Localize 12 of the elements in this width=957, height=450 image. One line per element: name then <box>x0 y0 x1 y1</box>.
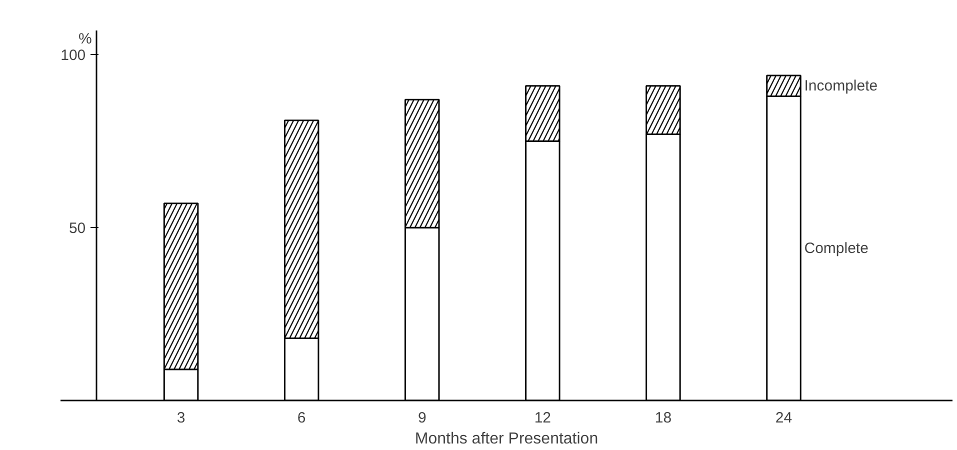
y-axis-title: % <box>78 30 92 48</box>
x-tick-label: 18 <box>654 410 672 426</box>
series-label: Incomplete <box>804 77 878 94</box>
x-tick-label: 12 <box>534 410 552 426</box>
series-label: Complete <box>804 240 868 257</box>
y-tick-label: 50 <box>68 220 86 238</box>
x-tick-label: 24 <box>775 410 792 426</box>
x-tick-label: 9 <box>418 410 426 426</box>
x-tick-label: 6 <box>297 410 306 426</box>
x-axis-title: Months after Presentation <box>414 430 598 448</box>
x-tick-label: 3 <box>176 410 186 426</box>
y-tick-label: 100 <box>60 47 86 64</box>
